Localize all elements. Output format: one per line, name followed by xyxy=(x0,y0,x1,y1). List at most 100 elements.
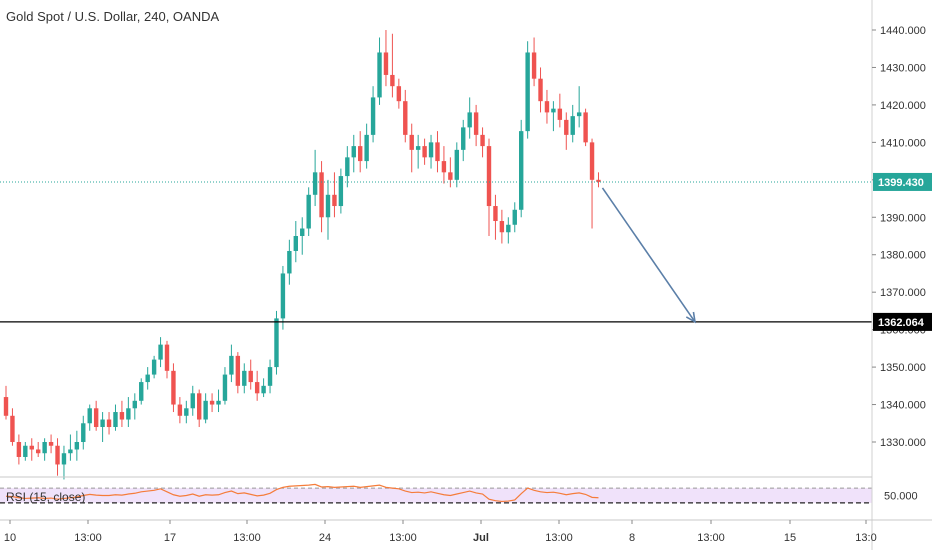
candle-body[interactable] xyxy=(158,344,163,360)
candle-body[interactable] xyxy=(164,344,170,371)
candle-body[interactable] xyxy=(10,415,15,442)
candle-body[interactable] xyxy=(68,449,73,454)
candle-body[interactable] xyxy=(229,355,234,375)
candle-body[interactable] xyxy=(538,78,543,102)
candle-body[interactable] xyxy=(512,209,517,225)
candle-body[interactable] xyxy=(422,146,427,158)
candle-body[interactable] xyxy=(261,385,266,394)
candle-body[interactable] xyxy=(81,423,86,442)
candle-body[interactable] xyxy=(396,86,402,102)
candle-body[interactable] xyxy=(525,52,530,132)
candle-body[interactable] xyxy=(415,146,421,150)
candle-body[interactable] xyxy=(151,359,157,375)
candle-body[interactable] xyxy=(190,393,195,409)
candle-body[interactable] xyxy=(209,400,215,405)
candle-body[interactable] xyxy=(87,408,92,424)
candle-body[interactable] xyxy=(100,419,105,428)
candle-body[interactable] xyxy=(55,445,60,465)
candle-body[interactable] xyxy=(93,408,99,428)
candle-body[interactable] xyxy=(383,52,389,75)
candle-body[interactable] xyxy=(551,108,556,113)
candle-body[interactable] xyxy=(184,408,189,416)
candle-body[interactable] xyxy=(216,400,221,405)
rsi-line[interactable] xyxy=(5,483,599,503)
candle-body[interactable] xyxy=(531,52,537,79)
candle-body[interactable] xyxy=(519,131,524,210)
candle-body[interactable] xyxy=(461,127,466,150)
candle-body[interactable] xyxy=(557,108,563,120)
candle-body[interactable] xyxy=(235,355,241,386)
candle-body[interactable] xyxy=(583,112,588,143)
candle-body[interactable] xyxy=(300,228,305,236)
price-tick-label: 1350.000 xyxy=(880,362,926,374)
candle-body[interactable] xyxy=(132,400,137,409)
candle-body[interactable] xyxy=(345,157,350,177)
candle-body[interactable] xyxy=(473,112,479,135)
candle-body[interactable] xyxy=(145,374,150,383)
candle-body[interactable] xyxy=(544,101,550,113)
candle-body[interactable] xyxy=(254,382,260,394)
candle-body[interactable] xyxy=(370,97,376,135)
candle-body[interactable] xyxy=(338,176,344,207)
candle-body[interactable] xyxy=(16,442,22,457)
candle-body[interactable] xyxy=(48,442,54,446)
candle-body[interactable] xyxy=(325,194,331,218)
candle-body[interactable] xyxy=(576,112,582,117)
candle-body[interactable] xyxy=(203,400,208,420)
candle-body[interactable] xyxy=(242,370,247,386)
candle-body[interactable] xyxy=(222,374,228,401)
candle-body[interactable] xyxy=(293,236,298,251)
candle-body[interactable] xyxy=(287,250,292,274)
candle-body[interactable] xyxy=(267,367,273,386)
candle-body[interactable] xyxy=(274,318,279,368)
candle-body[interactable] xyxy=(358,146,363,162)
candle-body[interactable] xyxy=(506,224,511,233)
candle-body[interactable] xyxy=(351,146,356,158)
candle-body[interactable] xyxy=(319,172,324,218)
candle-body[interactable] xyxy=(409,134,414,150)
candle-body[interactable] xyxy=(312,172,318,195)
candle-body[interactable] xyxy=(280,273,286,319)
candle-body[interactable] xyxy=(564,119,569,135)
candle-body[interactable] xyxy=(390,74,395,87)
candle-body[interactable] xyxy=(448,172,453,180)
candle-body[interactable] xyxy=(467,112,472,128)
time-tick-label: Jul xyxy=(473,532,489,544)
candle-body[interactable] xyxy=(171,370,176,405)
candle-body[interactable] xyxy=(119,412,125,420)
candle-body[interactable] xyxy=(74,442,80,450)
candle-body[interactable] xyxy=(42,442,47,454)
candle-body[interactable] xyxy=(29,445,34,450)
candle-body[interactable] xyxy=(499,221,505,233)
candle-body[interactable] xyxy=(332,194,337,207)
trend-arrow[interactable] xyxy=(601,187,697,324)
candle-body[interactable] xyxy=(403,101,408,135)
candle-body[interactable] xyxy=(364,134,369,162)
candle-body[interactable] xyxy=(3,397,9,416)
candle-body[interactable] xyxy=(248,370,253,383)
candle-body[interactable] xyxy=(23,445,28,457)
candle-body[interactable] xyxy=(428,142,434,158)
candle-body[interactable] xyxy=(486,146,492,207)
candle-body[interactable] xyxy=(441,161,447,173)
candle-body[interactable] xyxy=(480,134,485,147)
candle-body[interactable] xyxy=(454,149,459,180)
candle-body[interactable] xyxy=(36,449,41,454)
candle-body[interactable] xyxy=(570,116,575,135)
arrow-shaft[interactable] xyxy=(601,187,696,323)
candle-body[interactable] xyxy=(113,412,118,428)
candle-body[interactable] xyxy=(177,404,183,416)
candle-body[interactable] xyxy=(139,382,144,401)
candle-body[interactable] xyxy=(493,206,498,222)
candle-body[interactable] xyxy=(589,142,595,180)
candle-body[interactable] xyxy=(377,52,382,98)
candle-body[interactable] xyxy=(435,142,440,162)
candle-body[interactable] xyxy=(197,393,202,420)
candle-body[interactable] xyxy=(596,179,601,182)
candle-body[interactable] xyxy=(61,453,67,465)
candle-body[interactable] xyxy=(306,194,311,229)
candle-body[interactable] xyxy=(106,419,112,428)
candle-body[interactable] xyxy=(126,408,131,420)
